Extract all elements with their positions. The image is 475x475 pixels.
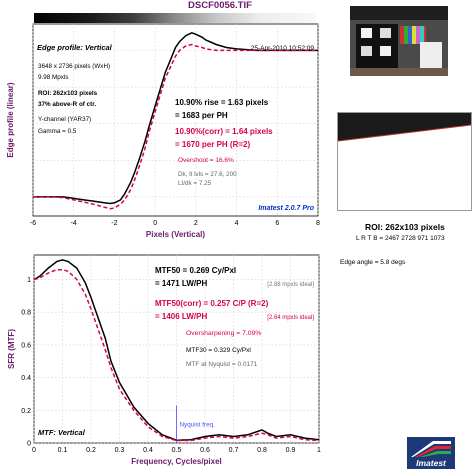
x-tick-label: 1 [317,447,321,454]
x-tick-label: 0.9 [286,447,296,454]
stat-rise: 10.90% rise = 1.63 pixels [175,98,269,107]
x-tick-label: 0 [153,220,157,227]
stat-dk-lt: Dk, lt lvls = 27.6, 200 [178,171,237,178]
x-tick-label: 0.2 [86,447,96,454]
photo-slanted-square [361,28,372,38]
logo-text: Imatest [416,458,447,468]
lrtb-label: L R T B = 2467 2728 971 1073 [356,235,445,242]
stat-nyquist-mtf: MTF at Nyquist = 0.0171 [186,361,258,368]
photo-floor [350,68,448,76]
y-axis-label: Edge profile (linear) [6,82,15,157]
series-line-uncorrected [33,31,318,205]
y-tick-label: 0.6 [21,342,31,349]
stat-per-ph: = 1683 per PH [175,111,228,120]
panel-title: Edge profile: Vertical [37,43,113,52]
logo-svg: Imatest [407,437,455,469]
y-tick-label: 0.8 [21,310,31,317]
x-tick-label: 4 [235,220,239,227]
stat-per-ph-corr: = 1670 per PH (R=2) [175,140,250,149]
file-title: DSCF0056.TIF [188,0,252,11]
info-line: 3648 x 2736 pixels (WxH) [38,63,110,70]
logo-stripe [420,451,451,457]
x-tick-label: 0.1 [58,447,68,454]
x-tick-label: 0.8 [257,447,267,454]
edge-dark-region [338,113,471,141]
y-tick-label: 1 [27,277,31,284]
stat-ideal-1: [2.88 mpxls ideal] [267,282,314,288]
logo-stripe [411,441,451,457]
info-line: ROI: 262x103 pixels [38,90,98,97]
x-tick-label: 0.4 [143,447,153,454]
stat-mtf50: MTF50 = 0.269 Cy/Pxl [155,266,236,275]
info-line: Y-channel (YAR37) [38,116,91,123]
roi-label: ROI: 262x103 pixels [365,222,445,232]
stat-ideal-2: [2.64 mpxls ideal] [267,315,314,321]
y-axis-label: SFR (MTF) [7,329,16,369]
panel-title: MTF: Vertical [38,428,86,437]
edge-angle-label: Edge angle = 5.8 degs [340,259,406,266]
photo-white-square [420,42,442,72]
stat-overshoot: Overshoot = 16.6% [178,157,234,164]
y-tick-label: 0 [27,441,31,448]
x-axis-label: Pixels (Vertical) [146,230,205,239]
x-tick-label: -6 [30,220,36,227]
stat-rise-corr: 10.90%(corr) = 1.64 pixels [175,127,273,136]
x-tick-label: 8 [316,220,320,227]
y-tick-label: 0.2 [21,408,31,415]
timestamp: 25-Apr-2010 10:52:09 [251,45,315,52]
stat-mtf50-corr: MTF50(corr) = 0.257 C/P (R=2) [155,299,269,308]
photo-slanted-square [380,46,391,56]
thumbnail-photo [350,6,448,76]
stat-oversharpening: Oversharpening = 7.09% [186,330,261,337]
x-tick-label: 0.6 [200,447,210,454]
y-tick-label: 0.4 [21,375,31,382]
edge-roi-svg [338,113,471,142]
stat-mtf50-corr-lw: = 1406 LW/PH [155,312,207,321]
stat-ltdk: Lt/dk = 7.25 [178,180,212,187]
edge-roi-image [337,112,472,211]
version-label: Imatest 2.0.7 Pro [258,205,314,212]
nyquist-label: Nyquist freq. [180,422,216,429]
imatest-logo: Imatest [407,437,455,469]
x-tick-label: -4 [71,220,77,227]
series-line-corrected [33,43,318,210]
info-line: Gamma = 0.5 [38,128,77,135]
series-line-uncorrected [33,259,320,441]
x-tick-label: 0.3 [115,447,125,454]
x-tick-label: 2 [194,220,198,227]
x-axis-label: Frequency, Cycles/pixel [131,457,222,466]
photo-shadow [350,6,448,20]
photo-slanted-square [380,28,391,38]
logo-stripe [415,446,451,457]
photo-slanted-square [361,46,372,56]
x-tick-label: 6 [275,220,279,227]
info-line: 9.98 Mpxls [38,74,68,81]
photo-color-checker [400,26,426,44]
info-line: 37% above-R of ctr. [38,101,96,108]
x-tick-label: -2 [111,220,117,227]
edge-line [338,124,471,142]
stat-mtf30: MTF30 = 0.329 Cy/Pxl [186,347,251,354]
stat-mtf50-lw: = 1471 LW/PH [155,279,207,288]
x-tick-label: 0.5 [172,447,182,454]
gradient-strip [34,13,316,23]
x-tick-label: 0 [32,447,36,454]
x-tick-label: 0.7 [229,447,239,454]
series-line-corrected [33,268,320,442]
